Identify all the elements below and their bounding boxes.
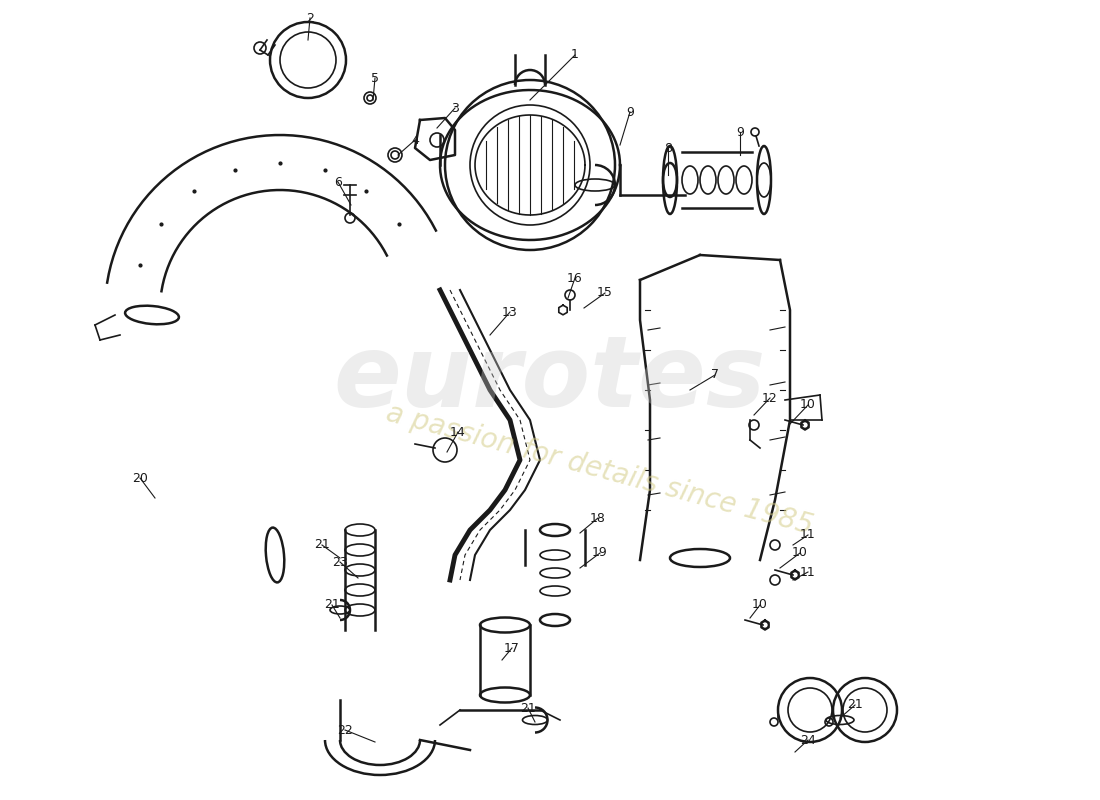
Text: 22: 22 (337, 723, 353, 737)
Text: 10: 10 (800, 398, 816, 411)
Text: 9: 9 (626, 106, 634, 118)
Text: 23: 23 (332, 555, 348, 569)
Text: 11: 11 (800, 529, 816, 542)
Text: 10: 10 (752, 598, 768, 611)
Text: 16: 16 (568, 271, 583, 285)
Text: 2: 2 (306, 11, 313, 25)
Text: 9: 9 (736, 126, 744, 138)
Text: 4: 4 (411, 134, 419, 146)
Text: 24: 24 (800, 734, 816, 746)
Text: 1: 1 (571, 49, 579, 62)
Text: 5: 5 (371, 71, 380, 85)
Text: 12: 12 (762, 391, 778, 405)
Text: a passion for details since 1985: a passion for details since 1985 (384, 399, 816, 541)
Text: 3: 3 (451, 102, 459, 114)
Text: 14: 14 (450, 426, 466, 438)
Text: 19: 19 (592, 546, 608, 559)
Text: 8: 8 (664, 142, 672, 154)
Text: 17: 17 (504, 642, 520, 654)
Text: 6: 6 (334, 175, 342, 189)
Text: 21: 21 (847, 698, 862, 711)
Text: 15: 15 (597, 286, 613, 299)
Text: 20: 20 (132, 471, 147, 485)
Text: 21: 21 (315, 538, 330, 551)
Text: 10: 10 (792, 546, 807, 559)
Text: 13: 13 (502, 306, 518, 318)
Text: 11: 11 (800, 566, 816, 578)
Text: eurotes: eurotes (333, 331, 767, 429)
Text: 18: 18 (590, 511, 606, 525)
Text: 21: 21 (520, 702, 536, 714)
Text: 7: 7 (711, 369, 719, 382)
Text: 21: 21 (324, 598, 340, 611)
